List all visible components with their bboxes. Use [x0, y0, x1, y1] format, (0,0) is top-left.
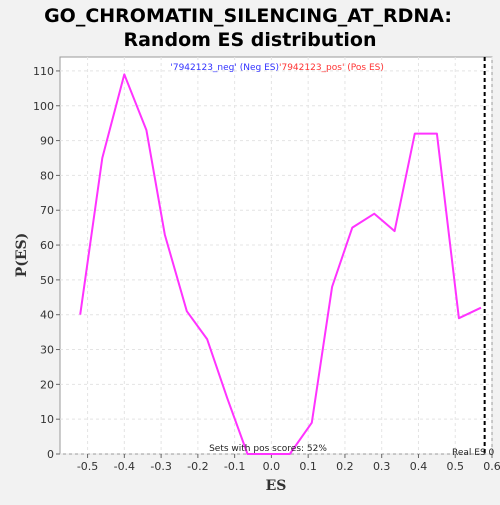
x-tick-label: -0.2	[187, 460, 208, 473]
plot-area	[59, 56, 493, 455]
x-tick-label: 0.0	[263, 460, 281, 473]
y-tick-label: 100	[33, 100, 54, 113]
x-tick-label: 0.1	[299, 460, 317, 473]
x-tick-label: -0.5	[77, 460, 98, 473]
chart-title-line2: Random ES distribution	[123, 29, 376, 51]
x-tick-label: 0.4	[410, 460, 428, 473]
y-tick-label: 0	[47, 448, 54, 461]
x-tick-label: -0.1	[224, 460, 245, 473]
legend-pos-entry: '7942123_pos' (Pos ES)	[279, 63, 384, 73]
y-tick-label: 30	[40, 344, 54, 357]
x-tick-label: -0.3	[150, 460, 171, 473]
y-tick-label: 70	[40, 204, 54, 217]
es-distribution-line	[79, 73, 482, 455]
x-tick-label: 0.2	[336, 460, 354, 473]
x-axis-label: ES	[266, 478, 287, 494]
y-tick-label: 20	[40, 378, 54, 391]
series-layer	[79, 73, 482, 455]
y-tick-label: 60	[40, 239, 54, 252]
y-tick-label: 10	[40, 413, 54, 426]
real-es-label: Real ES 0	[452, 448, 495, 458]
x-tick-label: 0.3	[373, 460, 391, 473]
x-tick-label: 0.5	[446, 460, 464, 473]
y-tick-label: 80	[40, 169, 54, 182]
x-axis-ticks: -0.5 -0.4 -0.3 -0.2 -0.1 0.0 0.1 0.2 0.3 0.4 0.5 0.…	[77, 454, 500, 473]
y-tick-label: 110	[33, 65, 54, 78]
pos-scores-annotation: Sets with pos scores: 52%	[209, 444, 327, 454]
y-axis-ticks: 0 10 20 30 40 50 60 70 80 90 100 110	[33, 65, 60, 461]
y-axis-label: P(ES)	[14, 233, 30, 278]
x-tick-label: 0.6	[483, 460, 500, 473]
chart-title-line1: GO_CHROMATIN_SILENCING_AT_RDNA:	[44, 5, 452, 27]
legend-neg-entry: '7942123_neg' (Neg ES)	[170, 63, 279, 73]
y-tick-label: 50	[40, 274, 54, 287]
grid-layer	[60, 57, 493, 455]
y-tick-label: 90	[40, 135, 54, 148]
y-tick-label: 40	[40, 309, 54, 322]
x-tick-label: -0.4	[114, 460, 135, 473]
